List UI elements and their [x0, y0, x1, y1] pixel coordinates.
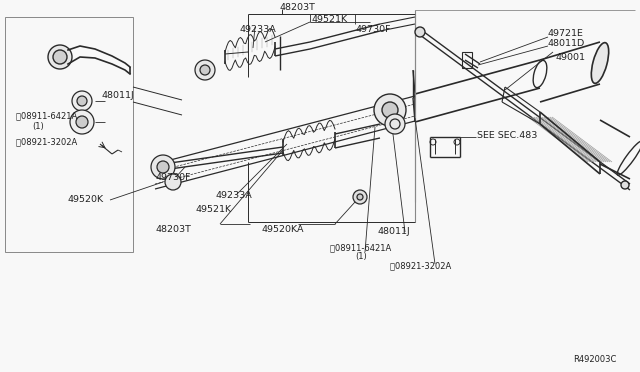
Text: (1): (1) — [32, 122, 44, 131]
Text: 48011J: 48011J — [378, 228, 411, 237]
Circle shape — [72, 91, 92, 111]
Text: 49233A: 49233A — [215, 190, 252, 199]
Text: 49520K: 49520K — [68, 196, 104, 205]
Circle shape — [200, 65, 210, 75]
Circle shape — [76, 116, 88, 128]
Circle shape — [357, 194, 363, 200]
Bar — [462, 52, 472, 68]
Circle shape — [151, 155, 175, 179]
Circle shape — [382, 102, 398, 118]
Text: Ⓝ​08911-6421A: Ⓝ​08911-6421A — [16, 112, 77, 121]
Text: ⒵​08921-3202A: ⒵​08921-3202A — [390, 262, 451, 270]
Circle shape — [415, 27, 425, 37]
Text: 49521K: 49521K — [195, 205, 231, 215]
Text: SEE SEC.483: SEE SEC.483 — [477, 131, 538, 140]
Text: 49520KA: 49520KA — [262, 224, 305, 234]
Text: 49001: 49001 — [555, 52, 585, 61]
Circle shape — [374, 94, 406, 126]
Circle shape — [165, 174, 181, 190]
Text: 49233A: 49233A — [240, 26, 276, 35]
Text: 48011D: 48011D — [548, 39, 585, 48]
Circle shape — [385, 114, 405, 134]
Circle shape — [353, 190, 367, 204]
Text: 49521K: 49521K — [312, 15, 348, 23]
Circle shape — [621, 181, 629, 189]
Text: 48203T: 48203T — [155, 224, 191, 234]
Circle shape — [48, 45, 72, 69]
Circle shape — [53, 50, 67, 64]
Text: 49730F: 49730F — [356, 26, 392, 35]
Text: 49730F: 49730F — [155, 173, 191, 182]
Text: R492003C: R492003C — [573, 356, 616, 365]
Circle shape — [70, 110, 94, 134]
Circle shape — [195, 60, 215, 80]
Text: 48203T: 48203T — [280, 3, 316, 12]
Text: Ⓝ​08911-6421A: Ⓝ​08911-6421A — [330, 244, 391, 253]
Text: 49721E: 49721E — [548, 29, 584, 38]
Circle shape — [77, 96, 87, 106]
Bar — [5, 17, 133, 252]
Circle shape — [157, 161, 169, 173]
Text: ⒵​08921-3202A: ⒵​08921-3202A — [16, 138, 77, 147]
Ellipse shape — [591, 43, 609, 83]
Text: (1): (1) — [355, 253, 367, 262]
Text: 48011J: 48011J — [102, 90, 135, 99]
